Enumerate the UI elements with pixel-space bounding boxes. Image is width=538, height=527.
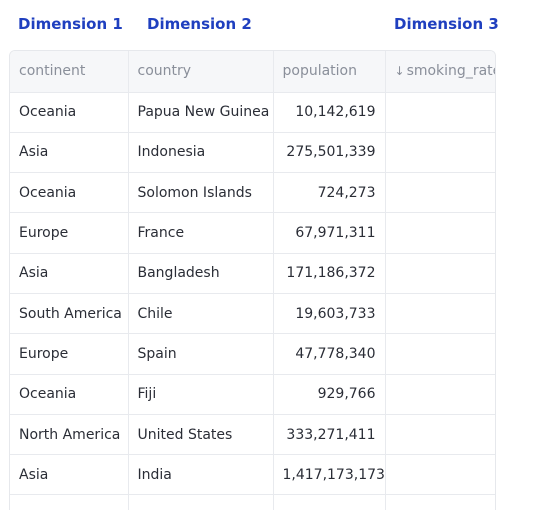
table-row-partial [10,494,495,510]
dimension-3-label: Dimension 3 [394,15,499,33]
cell-smoking-rate[interactable]: 36.9 [385,172,495,214]
cell-country[interactable]: Solomon Islands [128,172,274,214]
column-header-population[interactable]: population [273,51,386,93]
cell-population[interactable]: 171,186,372 [273,253,386,294]
cell-country[interactable]: India [128,454,274,496]
cell-continent[interactable]: Oceania [10,172,129,214]
cell-continent[interactable]: Asia [10,454,129,496]
data-table: continent country population ↓ smoking_ra… [10,51,496,510]
cell-continent[interactable]: Europe [10,333,129,375]
cell-population[interactable]: 1,417,173,173 [273,454,386,496]
cell-empty [385,494,495,510]
cell-continent[interactable]: Europe [10,212,129,254]
cell-population[interactable]: 10,142,619 [273,92,386,133]
cell-smoking-rate[interactable]: 34.6 [385,212,495,254]
cell-empty [273,494,386,510]
column-header-smoking-rate-label: smoking_rate [406,63,496,80]
cell-continent[interactable]: Asia [10,132,129,174]
header-row: continent country population ↓ smoking_ra… [10,51,496,93]
cell-country[interactable]: Indonesia [128,132,274,174]
cell-population[interactable]: 724,273 [273,172,386,214]
cell-continent[interactable]: Asia [10,253,129,294]
cell-empty [128,494,274,510]
cell-country[interactable]: Spain [128,333,274,375]
cell-population[interactable]: 929,766 [273,374,386,415]
cell-empty [10,494,129,510]
sort-descending-icon: ↓ [394,64,405,79]
cell-country[interactable]: Chile [128,293,274,335]
cell-continent[interactable]: Oceania [10,374,129,415]
column-header-country[interactable]: country [128,51,274,93]
column-header-smoking-rate[interactable]: ↓ smoking_rate [385,51,496,93]
cell-smoking-rate[interactable]: 27.6 [385,374,495,415]
cell-smoking-rate[interactable]: 28.4 [385,333,495,375]
cell-population[interactable]: 67,971,311 [273,212,386,254]
cell-continent[interactable]: North America [10,414,129,456]
cell-smoking-rate[interactable]: 32.9 [385,253,495,294]
cell-country[interactable]: Papua New Guinea [128,92,274,133]
cell-population[interactable]: 19,603,733 [273,293,386,335]
cell-population[interactable]: 47,778,340 [273,333,386,375]
cell-smoking-rate[interactable]: 39.6 [385,92,495,133]
data-grid: continent country population ↓ smoking_ra… [9,50,496,510]
cell-country[interactable]: Bangladesh [128,253,274,294]
cell-continent[interactable]: South America [10,293,129,335]
cell-smoking-rate[interactable]: 24.3 [385,414,495,456]
cell-smoking-rate[interactable]: 38.2 [385,132,495,174]
dimension-2-label: Dimension 2 [147,15,252,33]
cell-continent[interactable]: Oceania [10,92,129,133]
column-header-continent[interactable]: continent [10,51,129,93]
cell-smoking-rate[interactable]: 24.3 [385,454,495,496]
cell-smoking-rate[interactable]: 28.7 [385,293,495,335]
cell-population[interactable]: 275,501,339 [273,132,386,174]
cell-country[interactable]: France [128,212,274,254]
cell-country[interactable]: Fiji [128,374,274,415]
dimension-1-label: Dimension 1 [18,15,123,33]
cell-population[interactable]: 333,271,411 [273,414,386,456]
cell-country[interactable]: United States [128,414,274,456]
